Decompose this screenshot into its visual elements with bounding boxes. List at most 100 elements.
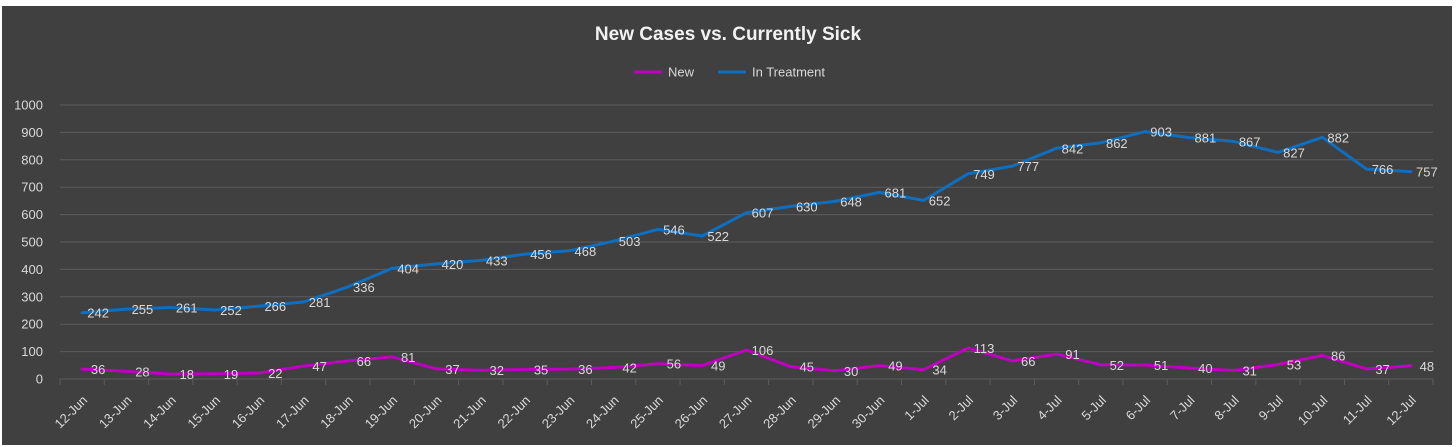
in-treatment-data-label: 827 — [1283, 145, 1305, 160]
y-tick-label: 300 — [21, 289, 43, 304]
new-data-label: 86 — [1331, 348, 1345, 363]
y-tick-label: 500 — [21, 235, 43, 250]
x-tick-label: 5-Jul — [1078, 392, 1109, 423]
chart-title: New Cases vs. Currently Sick — [595, 24, 862, 45]
x-tick-label: 2-Jul — [946, 392, 977, 423]
x-tick-label: 22-Jun — [494, 393, 533, 432]
new-data-label: 42 — [622, 360, 636, 375]
x-tick-label: 23-Jun — [539, 393, 578, 432]
y-tick-label: 200 — [21, 317, 43, 332]
in-treatment-legend-label: In Treatment — [752, 65, 825, 80]
x-tick-label: 30-Jun — [849, 393, 888, 432]
y-tick-label: 100 — [21, 344, 43, 359]
new-data-label: 35 — [534, 362, 548, 377]
new-data-label: 18 — [179, 367, 193, 382]
new-data-label: 56 — [667, 357, 681, 372]
series-lines — [80, 130, 1413, 376]
in-treatment-data-label: 404 — [397, 261, 419, 276]
in-treatment-data-label: 252 — [220, 303, 242, 318]
new-data-label: 36 — [91, 362, 105, 377]
new-data-label: 49 — [711, 359, 725, 374]
new-data-label: 40 — [1198, 361, 1212, 376]
new-data-label: 113 — [974, 341, 995, 356]
x-axis: 12-Jun 13-Jun 14-Jun 15-Jun 16-Jun 17-Jun 18-J… — [52, 392, 1419, 431]
in-treatment-data-label: 842 — [1062, 141, 1084, 156]
chart-area: New Cases vs. Currently Sick New In Treat… — [2, 6, 1452, 445]
new-data-label: 66 — [357, 354, 371, 369]
in-treatment-data-label: 261 — [176, 300, 198, 315]
x-tick-label: 24-Jun — [583, 393, 622, 432]
new-data-label: 47 — [312, 359, 326, 374]
in-treatment-data-label: 522 — [707, 229, 729, 244]
x-tick-label: 26-Jun — [672, 393, 711, 432]
in-treatment-data-label: 456 — [530, 247, 552, 262]
in-treatment-data-label: 681 — [885, 185, 907, 200]
x-tick-label: 6-Jul — [1123, 392, 1154, 423]
in-treatment-data-label: 255 — [132, 302, 154, 317]
x-tick-label: 9-Jul — [1256, 392, 1287, 423]
line-chart: New Cases vs. Currently Sick New In Treat… — [14, 24, 1438, 431]
y-tick-label: 0 — [36, 372, 43, 387]
gridlines — [59, 104, 1434, 385]
in-treatment-data-label: 630 — [796, 199, 818, 214]
x-tick-label: 17-Jun — [273, 393, 312, 432]
in-treatment-data-label: 420 — [442, 257, 464, 272]
new-legend-label: New — [668, 65, 695, 80]
x-tick-label: 19-Jun — [362, 393, 401, 432]
y-axis: 0 100 200 300 400 500 600 700 800 900 1000 — [14, 98, 43, 387]
new-data-label: 49 — [888, 359, 902, 374]
x-tick-label: 8-Jul — [1211, 392, 1242, 423]
x-tick-label: 11-Jul — [1340, 392, 1375, 427]
in-treatment-data-label: 749 — [973, 167, 995, 182]
y-tick-label: 600 — [21, 207, 43, 222]
new-data-label: 19 — [224, 367, 238, 382]
new-data-label: 81 — [401, 350, 415, 365]
in-treatment-data-label: 468 — [574, 244, 596, 259]
new-series-line — [80, 346, 1413, 376]
y-tick-label: 800 — [21, 152, 43, 167]
new-data-label: 52 — [1110, 358, 1124, 373]
x-tick-label: 10-Jul — [1295, 392, 1331, 428]
in-treatment-data-label: 336 — [353, 280, 375, 295]
new-data-label: 66 — [1021, 354, 1035, 369]
new-data-label: 32 — [490, 363, 504, 378]
y-tick-label: 900 — [21, 125, 43, 140]
in-treatment-data-label: 862 — [1106, 136, 1128, 151]
x-tick-label: 20-Jun — [406, 393, 445, 432]
x-tick-label: 3-Jul — [990, 392, 1021, 423]
in-treatment-data-label: 266 — [264, 299, 286, 314]
data-labels: 36 28 18 19 22 47 66 81 37 32 35 36 42 56 49 106 45 30 49 3… — [87, 125, 1437, 382]
new-data-label: 37 — [445, 362, 459, 377]
y-tick-label: 400 — [21, 262, 43, 277]
x-tick-label: 14-Jun — [140, 393, 179, 432]
in-treatment-data-label: 881 — [1195, 131, 1217, 146]
new-data-label: 31 — [1242, 364, 1256, 379]
in-treatment-series-line — [80, 130, 1413, 315]
x-tick-label: 13-Jun — [96, 393, 135, 432]
x-tick-label: 21-Jun — [450, 393, 489, 432]
in-treatment-data-label: 242 — [87, 306, 109, 321]
new-data-label: 51 — [1154, 358, 1168, 373]
new-data-label: 53 — [1287, 357, 1301, 372]
in-treatment-data-label: 648 — [840, 194, 862, 209]
in-treatment-data-label: 433 — [486, 253, 508, 268]
new-data-label: 30 — [844, 364, 858, 379]
in-treatment-data-label: 766 — [1372, 162, 1394, 177]
new-data-label: 22 — [268, 366, 282, 381]
new-data-label: 37 — [1375, 362, 1389, 377]
in-treatment-data-label: 546 — [663, 222, 685, 237]
new-data-label: 106 — [752, 343, 774, 358]
in-treatment-data-label: 903 — [1150, 125, 1172, 140]
in-treatment-data-label: 777 — [1017, 159, 1039, 174]
y-tick-label: 700 — [21, 180, 43, 195]
x-tick-label: 7-Jul — [1167, 392, 1198, 423]
in-treatment-data-label: 607 — [752, 206, 774, 221]
in-treatment-data-label: 281 — [309, 295, 331, 310]
x-tick-label: 15-Jun — [184, 393, 223, 432]
in-treatment-data-label: 652 — [929, 193, 951, 208]
x-tick-label: 4-Jul — [1034, 392, 1065, 423]
x-tick-label: 28-Jun — [760, 393, 799, 432]
x-tick-label: 16-Jun — [229, 393, 268, 432]
in-treatment-data-label: 867 — [1239, 134, 1261, 149]
